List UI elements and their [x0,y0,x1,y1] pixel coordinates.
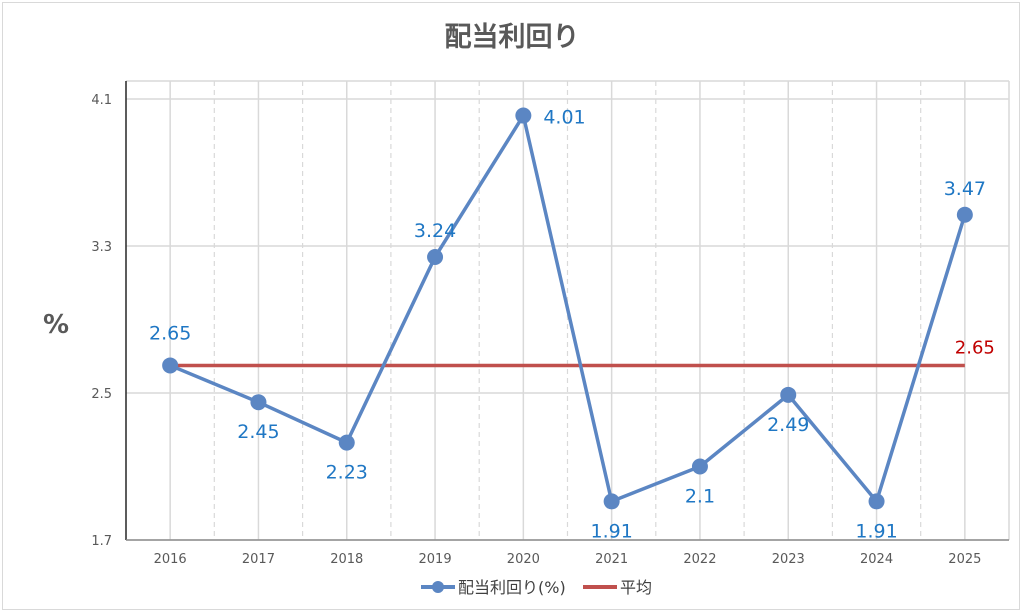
data-label: 1.91 [590,520,632,542]
legend-marker-dot [432,581,444,593]
x-tick-label: 2025 [948,552,981,567]
y-tick-label: 2.5 [91,387,112,402]
legend: 配当利回り(%) 平均 [421,578,652,597]
data-label: 4.01 [543,107,585,129]
data-label: 2.23 [326,462,368,484]
data-point [515,107,532,124]
data-label: 2.1 [685,486,715,508]
x-tick-label: 2022 [683,552,716,567]
data-label: 2.49 [767,414,809,436]
x-tick-label: 2016 [154,552,187,567]
y-axis-label: % [43,310,69,340]
dividend-yield-line [169,113,967,504]
legend-label-average: 平均 [620,578,652,597]
x-tick-label: 2019 [419,552,452,567]
data-label: 3.47 [944,178,986,200]
x-tick-label: 2020 [507,552,540,567]
chart-title: 配当利回り [445,22,580,53]
data-label: 2.45 [237,421,279,443]
data-label: 1.91 [855,520,897,542]
data-point [338,434,355,451]
data-label: 3.24 [414,220,456,242]
data-point [603,493,620,510]
data-point [956,206,973,223]
data-point [162,357,179,374]
x-tick-label: 2017 [242,552,275,567]
y-tick-label: 4.1 [91,93,112,108]
legend-label-dividend-yield: 配当利回り(%) [458,578,566,597]
x-tick-label: 2024 [860,552,893,567]
y-tick-label: 1.7 [91,534,112,549]
data-point [868,493,885,510]
average-data-label: 2.65 [955,337,995,358]
y-tick-label: 3.3 [91,240,112,255]
data-point [691,458,708,475]
data-point [250,394,267,411]
data-point [427,249,444,266]
x-tick-label: 2021 [595,552,628,567]
data-label: 2.65 [149,322,191,344]
x-tick-label: 2023 [772,552,805,567]
data-point [780,386,797,403]
x-tick-label: 2018 [330,552,363,567]
